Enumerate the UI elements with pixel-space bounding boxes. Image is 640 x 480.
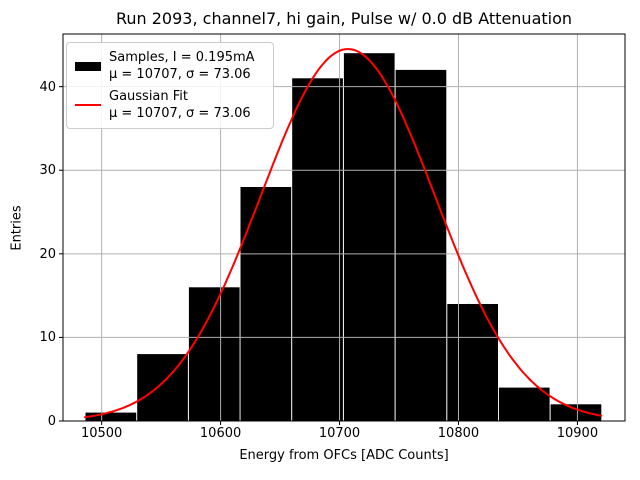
legend-swatch-col — [75, 104, 109, 106]
histogram-bar — [85, 412, 137, 421]
y-tick-label: 20 — [39, 246, 56, 262]
histogram-bar — [240, 187, 292, 421]
legend-line-swatch — [75, 104, 101, 106]
histogram-bar — [550, 404, 602, 421]
legend-entry-fit: Gaussian Fit μ = 10707, σ = 73.06 — [75, 88, 265, 122]
y-axis-label: Entries — [9, 205, 25, 251]
y-tick-label: 10 — [39, 330, 56, 346]
histogram-bar — [292, 78, 343, 422]
legend-patch-swatch — [75, 61, 101, 71]
y-tick-label: 40 — [39, 79, 56, 95]
x-tick-label: 10900 — [556, 426, 599, 441]
histogram-bar — [188, 287, 240, 421]
legend-label-fit: Gaussian Fit — [109, 89, 189, 104]
x-tick-label: 10500 — [80, 426, 123, 441]
legend-text-fit: Gaussian Fit μ = 10707, σ = 73.06 — [109, 88, 251, 122]
x-axis-label: Energy from OFCs [ADC Counts] — [239, 448, 449, 463]
x-tick-label: 10600 — [199, 426, 242, 441]
x-tick-label: 10700 — [318, 426, 361, 441]
legend-entry-samples: Samples, I = 0.195mA μ = 10707, σ = 73.0… — [75, 49, 265, 83]
histogram-bar — [447, 304, 498, 421]
x-tick-label: 10800 — [437, 426, 480, 441]
legend-label-samples: Samples, I = 0.195mA — [109, 50, 255, 65]
chart-title: Run 2093, channel7, hi gain, Pulse w/ 0.… — [115, 9, 573, 28]
legend-text-samples: Samples, I = 0.195mA μ = 10707, σ = 73.0… — [109, 49, 255, 83]
legend-stats-fit: μ = 10707, σ = 73.06 — [109, 106, 251, 121]
y-tick-label: 30 — [39, 163, 56, 179]
histogram-bar — [395, 69, 447, 422]
legend: Samples, I = 0.195mA μ = 10707, σ = 73.0… — [66, 42, 274, 129]
gaussian-fit-curve — [84, 48, 603, 419]
axes-spines — [62, 33, 626, 422]
histogram-bar — [498, 387, 550, 421]
histogram-bar — [343, 53, 395, 421]
legend-stats-samples: μ = 10707, σ = 73.06 — [109, 67, 251, 82]
y-tick-label: 0 — [47, 414, 56, 429]
legend-swatch-col — [75, 61, 109, 71]
